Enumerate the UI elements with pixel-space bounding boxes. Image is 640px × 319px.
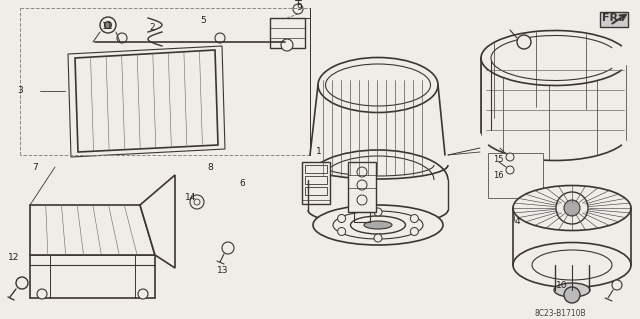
Circle shape bbox=[190, 195, 204, 209]
Bar bbox=[348, 162, 376, 212]
Bar bbox=[305, 165, 327, 173]
Circle shape bbox=[357, 195, 367, 205]
Bar bbox=[302, 162, 330, 204]
Text: 16: 16 bbox=[493, 170, 503, 180]
Polygon shape bbox=[30, 255, 155, 298]
Text: 8: 8 bbox=[207, 163, 212, 172]
Circle shape bbox=[117, 33, 127, 43]
Ellipse shape bbox=[364, 221, 392, 229]
Ellipse shape bbox=[513, 242, 631, 287]
Circle shape bbox=[357, 167, 367, 177]
Circle shape bbox=[338, 227, 346, 235]
Text: FR.: FR. bbox=[602, 13, 622, 23]
Ellipse shape bbox=[554, 283, 590, 297]
Circle shape bbox=[506, 166, 514, 174]
Circle shape bbox=[215, 33, 225, 43]
Circle shape bbox=[612, 280, 622, 290]
Text: 10: 10 bbox=[556, 281, 568, 290]
Text: 12: 12 bbox=[8, 253, 20, 262]
Text: 7: 7 bbox=[33, 163, 38, 172]
Text: 11: 11 bbox=[102, 22, 113, 31]
Polygon shape bbox=[30, 205, 155, 255]
Bar bbox=[305, 176, 327, 184]
Circle shape bbox=[138, 289, 148, 299]
Bar bbox=[305, 187, 327, 195]
Circle shape bbox=[37, 289, 47, 299]
Text: 8C23-B1710B: 8C23-B1710B bbox=[534, 308, 586, 317]
Circle shape bbox=[410, 227, 419, 235]
Text: 5: 5 bbox=[201, 16, 206, 25]
Circle shape bbox=[338, 214, 346, 222]
Circle shape bbox=[517, 35, 531, 49]
Circle shape bbox=[281, 39, 293, 51]
Circle shape bbox=[100, 17, 116, 33]
Circle shape bbox=[564, 287, 580, 303]
Text: 6: 6 bbox=[239, 179, 244, 188]
Ellipse shape bbox=[313, 205, 443, 245]
Bar bbox=[354, 212, 370, 222]
Circle shape bbox=[564, 200, 580, 216]
Circle shape bbox=[293, 4, 303, 14]
Circle shape bbox=[374, 208, 382, 216]
Ellipse shape bbox=[513, 186, 631, 231]
Circle shape bbox=[16, 277, 28, 289]
Text: 9: 9 bbox=[297, 4, 302, 12]
Text: 13: 13 bbox=[217, 266, 228, 275]
Circle shape bbox=[104, 21, 111, 28]
Circle shape bbox=[410, 214, 419, 222]
Text: 15: 15 bbox=[493, 155, 503, 165]
Polygon shape bbox=[75, 50, 218, 152]
Polygon shape bbox=[140, 175, 175, 268]
Circle shape bbox=[506, 153, 514, 161]
Bar bbox=[270, 18, 305, 48]
Circle shape bbox=[556, 192, 588, 224]
Circle shape bbox=[222, 242, 234, 254]
Circle shape bbox=[357, 180, 367, 190]
Text: 14: 14 bbox=[185, 193, 196, 202]
Text: 4: 4 bbox=[515, 217, 520, 226]
Ellipse shape bbox=[318, 57, 438, 113]
Bar bbox=[600, 12, 628, 27]
Text: 1: 1 bbox=[316, 147, 321, 156]
Text: 3: 3 bbox=[18, 86, 23, 95]
Bar bbox=[488, 153, 543, 198]
Text: 2: 2 bbox=[150, 23, 155, 32]
Circle shape bbox=[374, 234, 382, 242]
